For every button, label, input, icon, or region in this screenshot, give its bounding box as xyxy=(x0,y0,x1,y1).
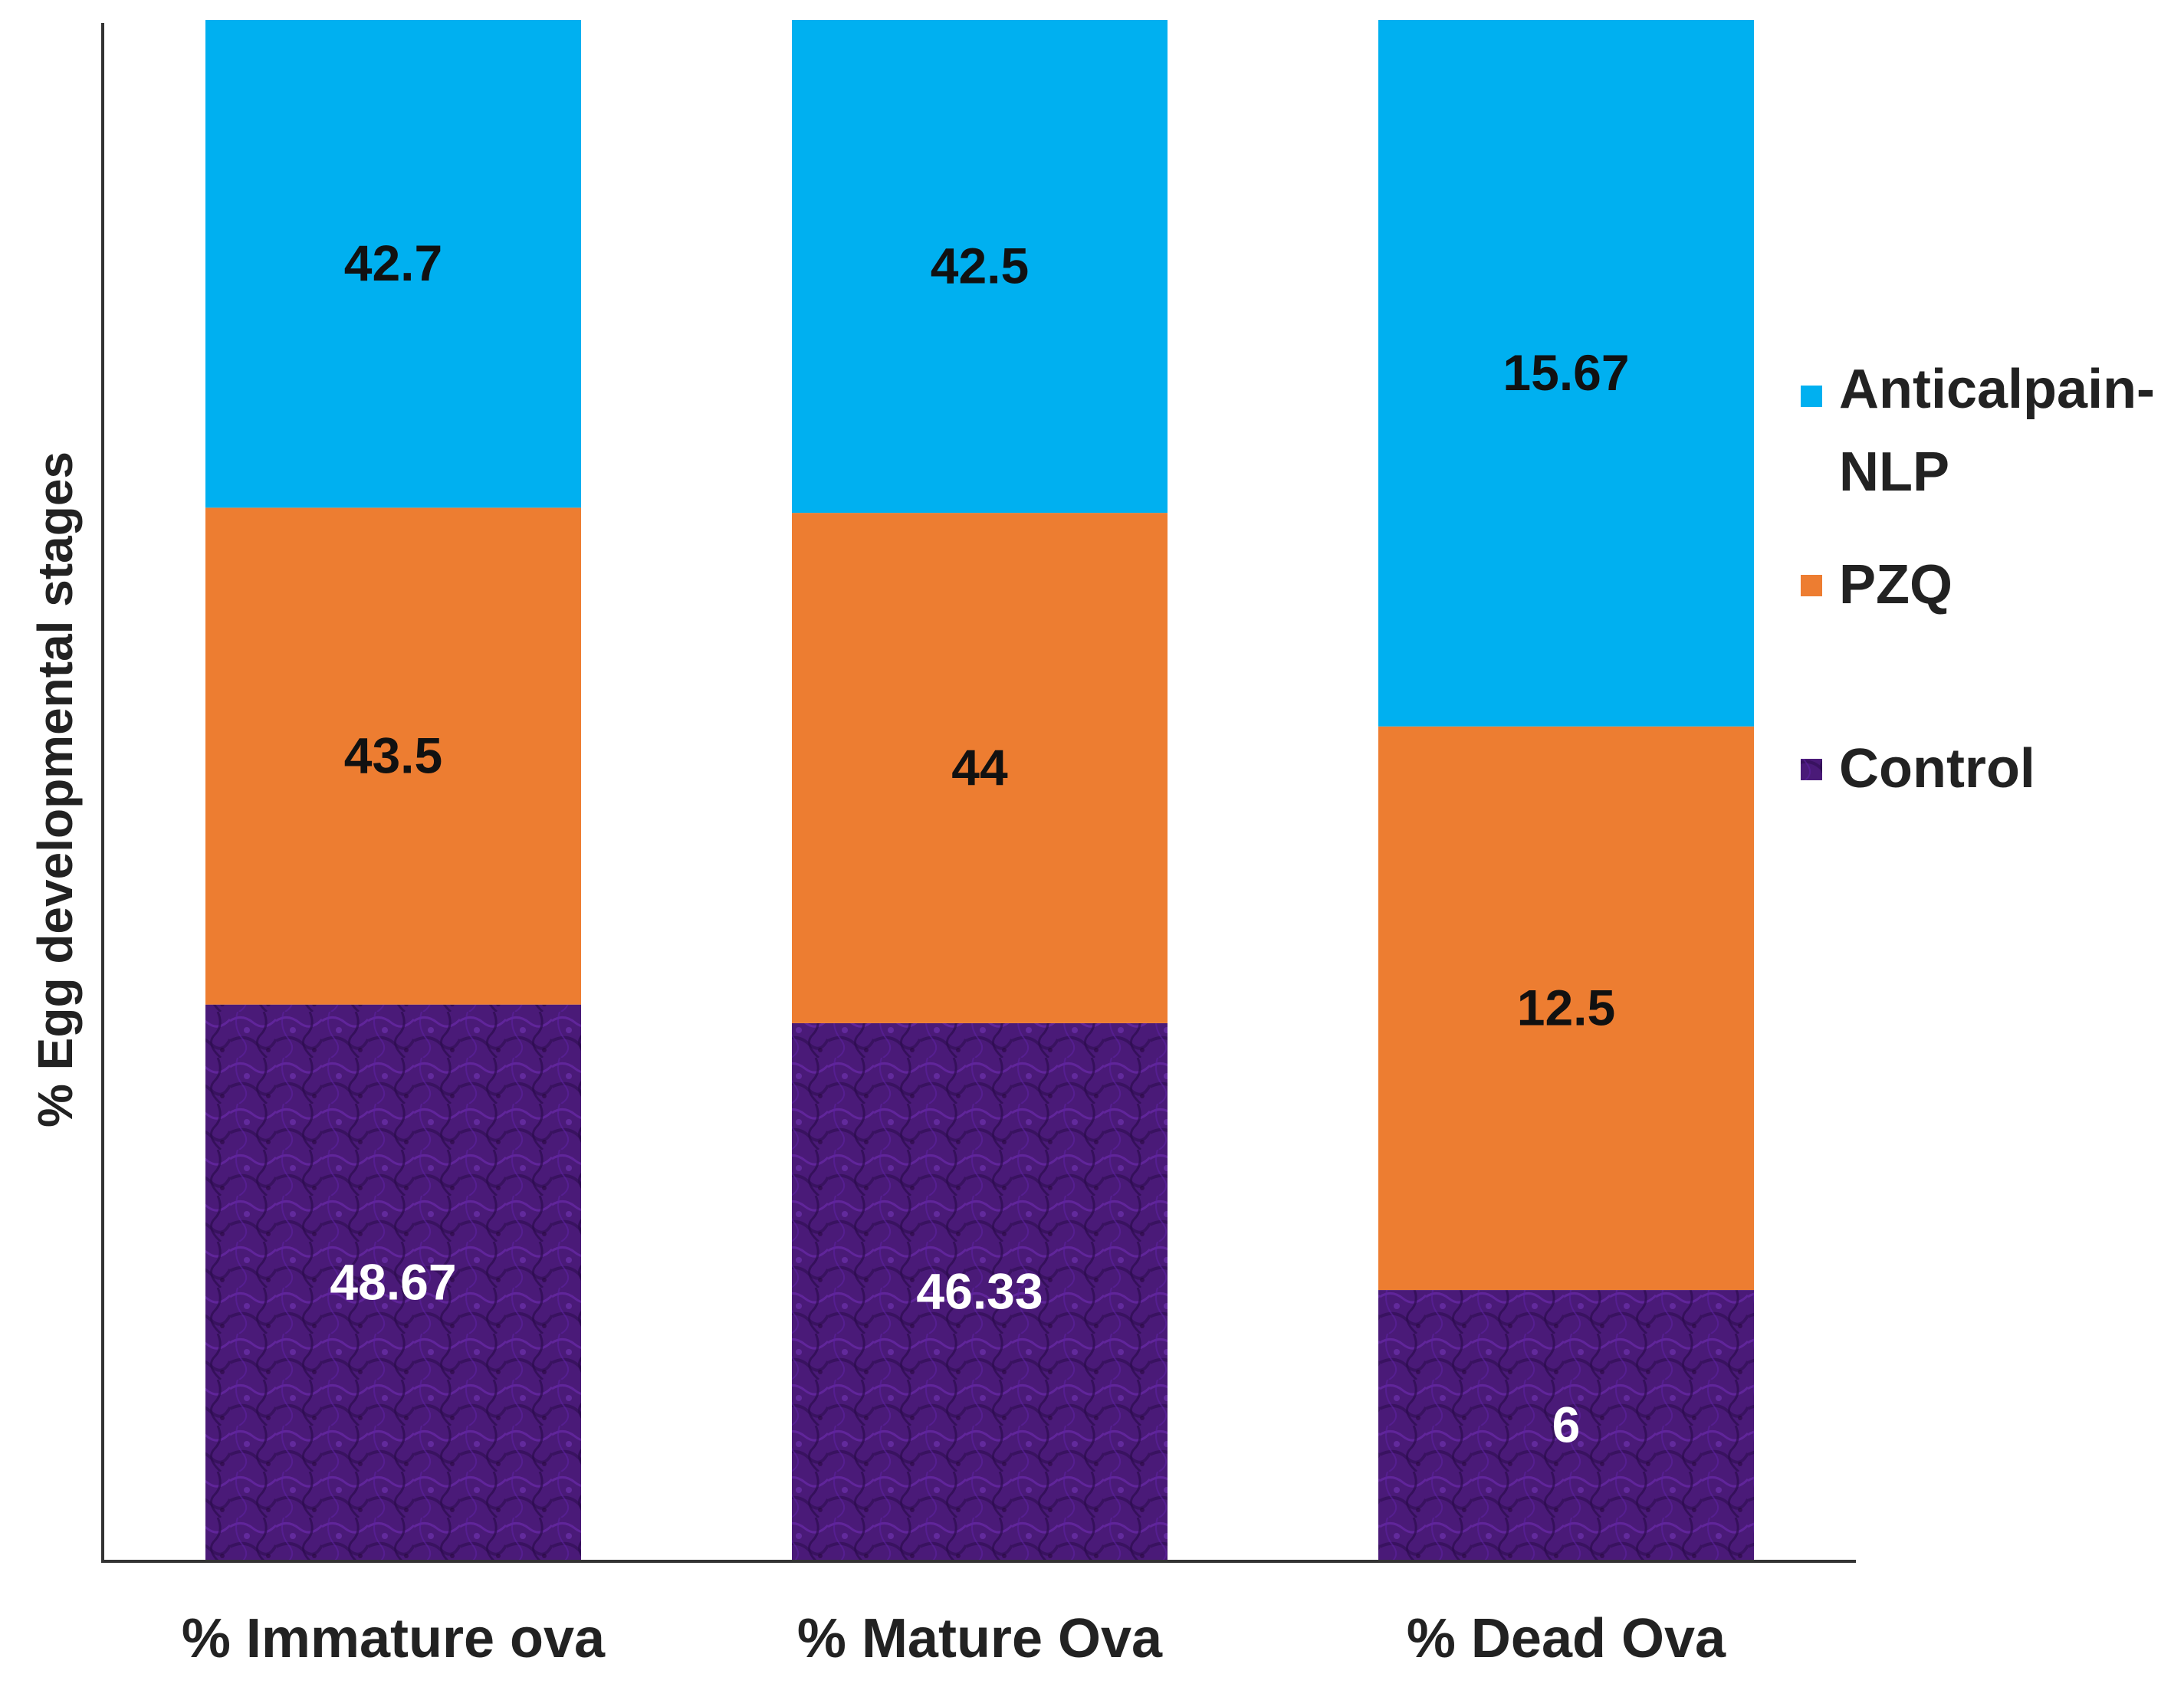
data-label-anticalpain-nlp-2: 42.5 xyxy=(931,238,1029,294)
bar-control-1 xyxy=(205,1004,581,1561)
legend-swatch-anticalpain-nlp xyxy=(1801,386,1822,407)
x-tick-label-2: % Mature Ova xyxy=(797,1608,1163,1669)
legend-label-anticalpain-nlp-line1: Anticalpain- xyxy=(1839,359,2155,420)
bar-control-3 xyxy=(1378,1290,1754,1561)
segment-labels-layer: 48.67 43.5 42.7 46.33 44 42.5 6 12.5 15.67 xyxy=(330,235,1629,1452)
legend-label-control: Control xyxy=(1839,738,2035,799)
bar-anticalpain-nlp-1 xyxy=(205,20,581,508)
data-label-pzq-3: 12.5 xyxy=(1517,979,1615,1036)
data-label-pzq-2: 44 xyxy=(951,739,1008,796)
legend-swatch-pzq xyxy=(1801,575,1822,596)
data-label-anticalpain-nlp-1: 42.7 xyxy=(344,235,442,291)
data-label-control-3: 6 xyxy=(1552,1397,1581,1453)
x-tick-label-1: % Immature ova xyxy=(182,1608,606,1669)
bar-pzq-3 xyxy=(1378,726,1754,1291)
legend-label-pzq: PZQ xyxy=(1839,554,1952,615)
bar-anticalpain-nlp-2 xyxy=(792,20,1168,514)
data-label-control-1: 48.67 xyxy=(330,1253,456,1310)
bar-pzq-1 xyxy=(205,507,581,1005)
bar-anticalpain-nlp-3 xyxy=(1378,20,1754,727)
data-label-pzq-1: 43.5 xyxy=(344,727,442,784)
x-tick-labels: % Immature ova % Mature Ova % Dead Ova xyxy=(182,1608,1726,1669)
bars-layer xyxy=(205,20,1754,1561)
x-tick-label-3: % Dead Ova xyxy=(1407,1608,1726,1669)
legend-swatch-control xyxy=(1801,759,1822,780)
y-axis-title: % Egg developmental stages xyxy=(28,451,83,1127)
data-label-control-2: 46.33 xyxy=(916,1262,1043,1319)
legend: Anticalpain- NLP PZQ Control xyxy=(1801,359,2155,799)
bar-pzq-2 xyxy=(792,513,1168,1023)
legend-label-anticalpain-nlp-line2: NLP xyxy=(1839,441,1949,503)
data-label-anticalpain-nlp-3: 15.67 xyxy=(1503,344,1629,401)
bar-control-2 xyxy=(792,1022,1168,1561)
